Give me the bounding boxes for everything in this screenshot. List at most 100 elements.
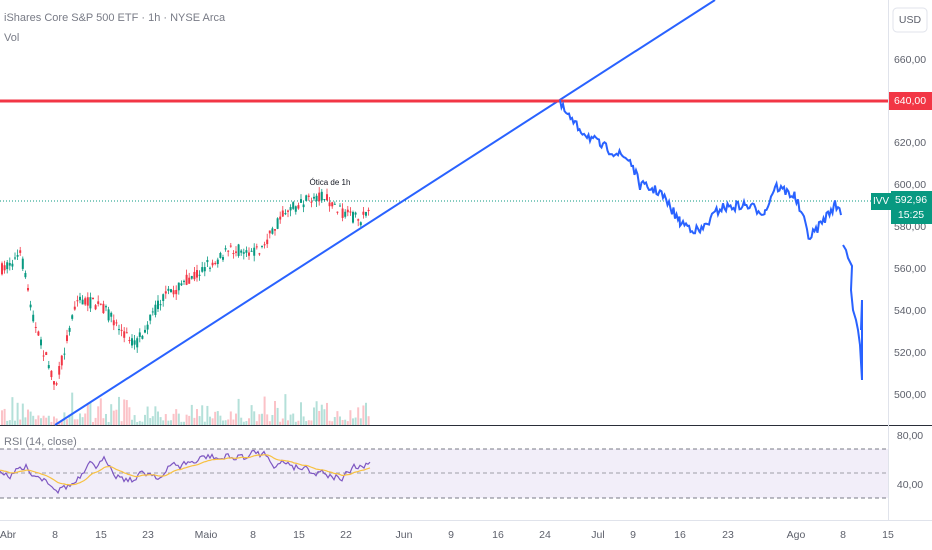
candle [45, 352, 48, 356]
ticker: IVV [873, 196, 889, 207]
volume-bar [287, 420, 289, 425]
volume-bar [253, 411, 256, 425]
volume-bar [89, 402, 92, 425]
volume-bar [284, 394, 287, 425]
candle [175, 289, 178, 295]
volume-bar [365, 402, 367, 425]
candle [167, 288, 170, 291]
volume-bar [133, 415, 136, 425]
candle [112, 320, 115, 326]
candle [110, 312, 113, 317]
candle [227, 250, 230, 252]
volume-bar [362, 405, 365, 425]
volume-bar [34, 419, 37, 425]
time-label: 15 [293, 529, 305, 541]
candle [216, 259, 219, 265]
volume-bar [185, 414, 188, 425]
candle [177, 282, 180, 291]
candle [131, 338, 133, 346]
candle [365, 211, 367, 216]
candle [21, 258, 24, 269]
candle [198, 274, 201, 276]
candle [201, 267, 204, 272]
volume-bar [157, 411, 159, 425]
candle [245, 250, 248, 253]
candle [346, 209, 349, 213]
rsi-label: 80,00 [897, 430, 923, 442]
candle [294, 206, 297, 212]
currency-button[interactable] [892, 7, 928, 33]
candle [99, 303, 102, 305]
candle [284, 213, 287, 215]
volume-bar [242, 421, 245, 425]
volume-bar [170, 420, 172, 425]
candle [50, 370, 53, 378]
candle [263, 244, 266, 246]
currency[interactable]: USD [899, 14, 922, 26]
volume-bar [172, 413, 175, 425]
candle [105, 306, 107, 308]
candle [172, 290, 175, 295]
volume-bar [6, 420, 9, 425]
volume-bar [300, 402, 302, 425]
volume-bar [302, 416, 305, 425]
volume-bar [60, 421, 63, 425]
candle [24, 272, 27, 278]
time-label: Abr [0, 529, 17, 541]
candle [310, 201, 313, 203]
candle [97, 301, 100, 304]
volume-bar [131, 419, 133, 425]
time-label: 24 [539, 529, 551, 541]
candle [339, 205, 341, 207]
price-labels: 660,00620,00600,00580,00560,00540,00520,… [894, 54, 926, 401]
candle [11, 263, 14, 267]
candle [58, 366, 61, 375]
candle [162, 294, 165, 301]
candle [222, 257, 224, 260]
volume-bar [76, 419, 79, 425]
volume-bar [11, 397, 14, 425]
volume-bar [29, 411, 32, 425]
volume-bar [274, 400, 276, 425]
candle [266, 239, 269, 245]
price-label: 600,00 [894, 179, 926, 191]
rsi-label: 40,00 [897, 479, 923, 491]
time-label: 23 [142, 529, 154, 541]
volume-bar [3, 408, 6, 425]
volume-bar [354, 417, 357, 425]
candle [42, 355, 45, 357]
volume-bar [326, 402, 328, 425]
candle [237, 244, 240, 256]
candle [128, 340, 131, 342]
volume-bar [224, 420, 227, 425]
candle [14, 257, 16, 259]
candle [141, 335, 144, 339]
candle [86, 297, 89, 306]
candles [1, 187, 370, 425]
candle [29, 304, 32, 308]
volume-bar [68, 414, 71, 425]
candle [206, 260, 209, 263]
time-label: 15 [882, 529, 894, 541]
volume-bar [162, 420, 165, 425]
candle [255, 246, 258, 248]
volume-bar [107, 421, 110, 425]
candle [102, 303, 105, 314]
volume-bar [112, 410, 115, 425]
projection-path [559, 99, 842, 241]
volume-bar [289, 414, 292, 425]
volume-bar [315, 401, 318, 425]
candle [92, 297, 94, 300]
volume-bar [328, 420, 331, 425]
time-label: 23 [722, 529, 734, 541]
candle [188, 277, 191, 284]
candle [232, 253, 235, 255]
volume-bar [196, 409, 198, 425]
candle [159, 304, 162, 306]
volume-bar [105, 413, 107, 425]
candle [279, 216, 282, 220]
candle [302, 204, 305, 208]
candle [203, 267, 206, 272]
candle [240, 250, 243, 253]
candle [315, 195, 318, 202]
